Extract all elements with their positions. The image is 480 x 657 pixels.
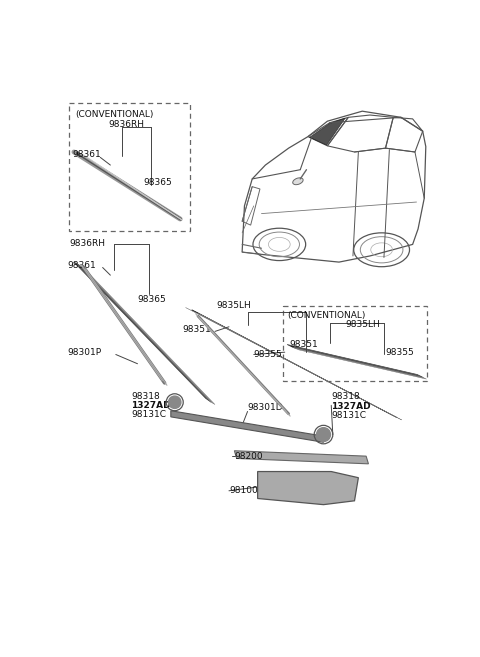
- Text: 98355: 98355: [385, 348, 414, 357]
- Text: 9836RH: 9836RH: [108, 120, 144, 129]
- Text: 98355: 98355: [254, 350, 283, 359]
- Ellipse shape: [293, 178, 303, 185]
- Text: 9835LH: 9835LH: [216, 301, 252, 310]
- Polygon shape: [198, 313, 402, 420]
- Text: 9836RH: 9836RH: [69, 239, 105, 248]
- Text: 98318: 98318: [331, 392, 360, 401]
- Text: 98131C: 98131C: [132, 410, 166, 419]
- Text: 98365: 98365: [137, 296, 166, 304]
- Bar: [283, 306, 427, 382]
- Text: 98361: 98361: [72, 150, 101, 159]
- Polygon shape: [293, 348, 427, 379]
- Text: 1327AD: 1327AD: [331, 401, 371, 411]
- Text: (CONVENTIONAL): (CONVENTIONAL): [75, 110, 154, 119]
- Text: (CONVENTIONAL): (CONVENTIONAL): [287, 311, 365, 319]
- Text: 1327AD: 1327AD: [132, 401, 171, 410]
- Text: 98100: 98100: [229, 486, 258, 495]
- Polygon shape: [234, 451, 369, 464]
- Text: 98351: 98351: [289, 340, 318, 349]
- Polygon shape: [192, 310, 397, 418]
- Text: 98301D: 98301D: [248, 403, 283, 412]
- Polygon shape: [310, 118, 345, 145]
- Circle shape: [168, 396, 181, 409]
- Polygon shape: [287, 344, 423, 378]
- Polygon shape: [79, 265, 215, 405]
- Text: 98200: 98200: [234, 451, 263, 461]
- Polygon shape: [186, 307, 385, 411]
- Text: 98365: 98365: [144, 177, 172, 187]
- Text: 98131C: 98131C: [331, 411, 366, 420]
- Text: 98318: 98318: [132, 392, 160, 401]
- Polygon shape: [74, 262, 211, 402]
- Circle shape: [316, 428, 330, 442]
- Text: 98351: 98351: [182, 325, 211, 334]
- Bar: [69, 104, 190, 231]
- Polygon shape: [171, 411, 324, 442]
- Text: 9835LH: 9835LH: [345, 320, 380, 329]
- Polygon shape: [258, 472, 359, 505]
- Text: 98361: 98361: [68, 261, 96, 269]
- Text: 98301P: 98301P: [68, 348, 102, 357]
